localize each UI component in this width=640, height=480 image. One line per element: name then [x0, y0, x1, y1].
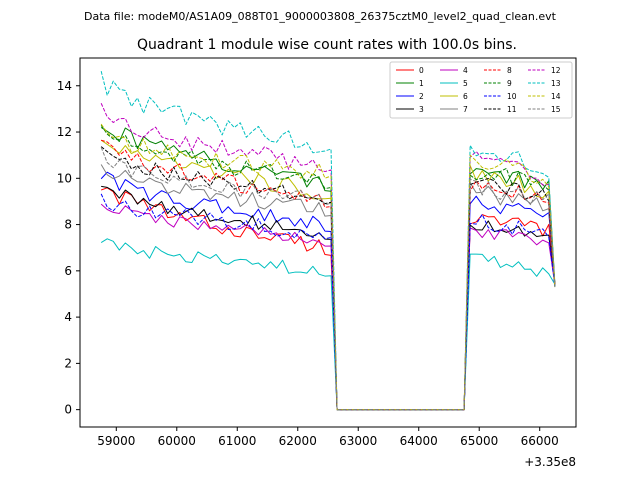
series-line-12: [100, 103, 556, 411]
series-line-7: [100, 164, 556, 411]
y-tick-label: 8: [64, 218, 72, 232]
series-line-2: [100, 171, 556, 411]
series-line-14: [100, 123, 556, 411]
series-line-6: [100, 139, 556, 411]
legend-label-8: 8: [507, 66, 512, 75]
y-tick-label: 4: [64, 310, 72, 324]
y-tick-label: 6: [64, 264, 72, 278]
x-tick-label: 66000: [521, 434, 559, 448]
chart-title: Quadrant 1 module wise count rates with …: [137, 37, 517, 53]
series-line-8: [101, 139, 556, 411]
series-line-5: [100, 238, 556, 411]
series-line-11: [100, 146, 556, 411]
x-tick-label: 64000: [400, 434, 438, 448]
x-tick-label: 61000: [218, 434, 256, 448]
y-tick-label: 12: [57, 125, 72, 139]
series-line-9: [100, 124, 556, 411]
series-line-0: [101, 187, 556, 411]
y-tick-label: 0: [64, 403, 72, 417]
x-axis: 59000 60000 61000 62000 63000 64000 65000 66000: [97, 427, 559, 448]
legend-label-11: 11: [507, 105, 517, 114]
y-axis: 0 2 4 6 8 10 12 14: [57, 79, 80, 417]
x-tick-label: 63000: [339, 434, 377, 448]
series-line-3: [101, 185, 556, 411]
series-layer: [100, 71, 556, 411]
legend-label-2: 2: [419, 92, 424, 101]
series-line-15: [100, 147, 556, 411]
series-line-4: [100, 203, 556, 411]
legend-label-0: 0: [419, 66, 424, 75]
series-line-1: [100, 126, 556, 411]
figure-suptitle: Data file: modeM0/AS1A09_088T01_90000038…: [84, 10, 557, 23]
x-tick-label: 62000: [279, 434, 317, 448]
legend-label-3: 3: [419, 105, 424, 114]
series-line-10: [100, 193, 556, 411]
y-tick-label: 2: [64, 356, 72, 370]
legend-label-10: 10: [507, 92, 517, 101]
legend-label-15: 15: [551, 105, 561, 114]
series-line-13: [100, 71, 556, 411]
legend-label-12: 12: [551, 66, 561, 75]
legend-box: [389, 61, 573, 119]
x-tick-label: 60000: [158, 434, 196, 448]
legend-label-5: 5: [463, 79, 468, 88]
legend-label-6: 6: [463, 92, 468, 101]
y-tick-label: 10: [57, 171, 72, 185]
legend-label-4: 4: [463, 66, 468, 75]
legend-label-14: 14: [551, 92, 561, 101]
x-offset-label: +3.35e8: [524, 455, 576, 469]
y-tick-label: 14: [57, 79, 72, 93]
plot-area: [79, 57, 577, 428]
legend-label-9: 9: [507, 79, 512, 88]
x-tick-label: 65000: [460, 434, 498, 448]
legend-label-13: 13: [551, 79, 561, 88]
legend-label-1: 1: [419, 79, 424, 88]
x-tick-label: 59000: [97, 434, 135, 448]
legend-label-7: 7: [463, 105, 468, 114]
